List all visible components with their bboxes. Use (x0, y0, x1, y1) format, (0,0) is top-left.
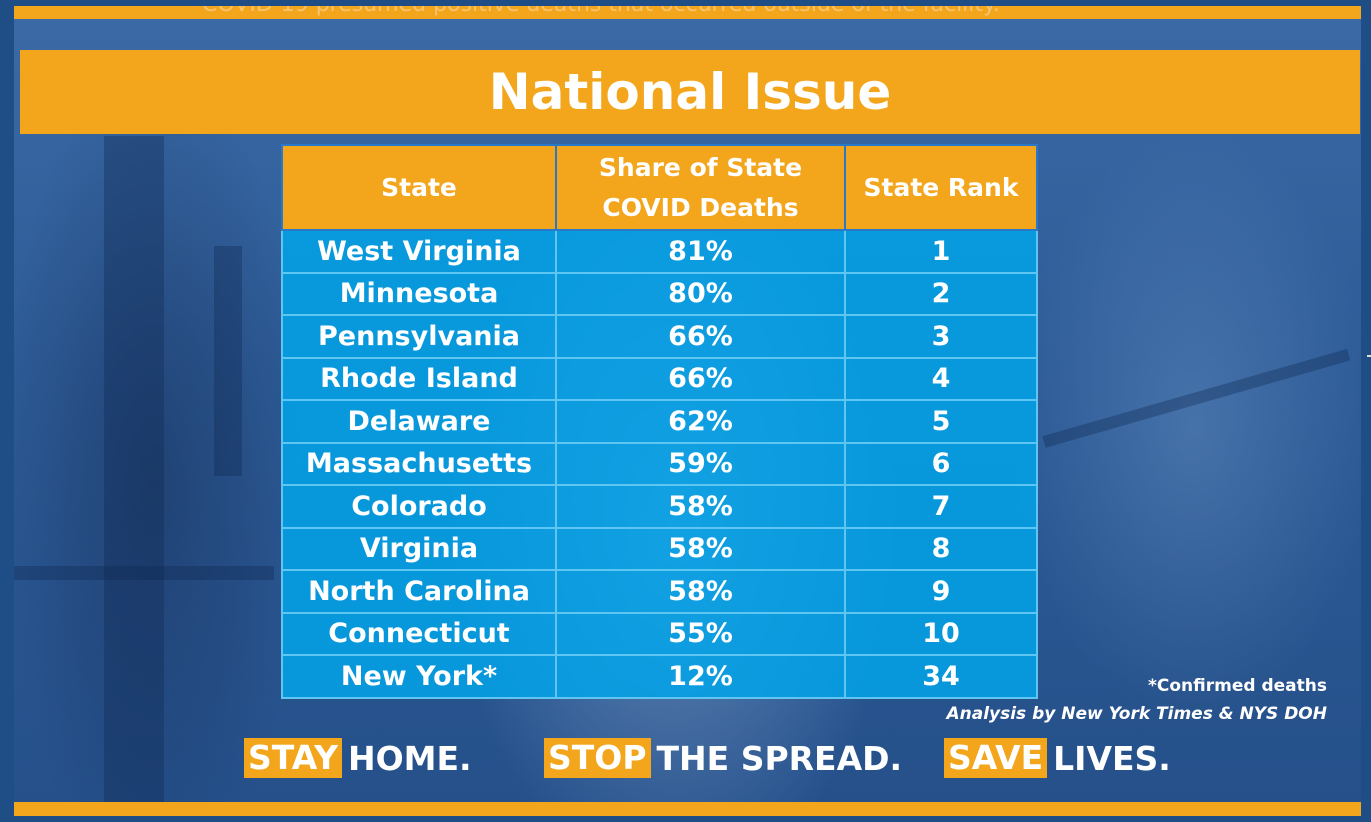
cell-state: Pennsylvania (281, 314, 557, 359)
cell-state: Massachusetts (281, 441, 557, 486)
slogan-highlight: STOP (544, 738, 651, 778)
data-table: State Share of State COVID Deaths State … (281, 144, 1038, 699)
slogan-text: THE SPREAD. (656, 738, 903, 778)
footnotes: *Confirmed deaths Analysis by New York T… (946, 676, 1327, 724)
cell-share: 58% (555, 484, 846, 529)
cell-rank: 2 (844, 271, 1038, 316)
cell-rank: 6 (844, 441, 1038, 486)
table-row: Minnesota 80% 2 (281, 271, 1038, 316)
slogan-stop-spread: STOP THE SPREAD. (544, 738, 902, 778)
cell-share: 12% (555, 654, 846, 699)
cell-share: 58% (555, 569, 846, 614)
cell-rank: 3 (844, 314, 1038, 359)
table-row: Delaware 62% 5 (281, 399, 1038, 444)
cell-rank: 7 (844, 484, 1038, 529)
cell-rank: 9 (844, 569, 1038, 614)
title-bar: National Issue (20, 50, 1360, 134)
table-row: Virginia 58% 8 (281, 526, 1038, 571)
cell-state: Colorado (281, 484, 557, 529)
cell-share: 59% (555, 441, 846, 486)
source-note: Analysis by New York Times & NYS DOH (946, 704, 1327, 724)
door-frame-shadow (214, 246, 242, 476)
table-row: West Virginia 81% 1 (281, 229, 1038, 274)
edge-marker (1367, 355, 1371, 357)
cell-share: 62% (555, 399, 846, 444)
handrail-left (14, 566, 274, 580)
slogan-stay-home: STAY HOME. (244, 738, 472, 778)
cell-rank: 10 (844, 611, 1038, 656)
cell-rank: 8 (844, 526, 1038, 571)
slogan-text: HOME. (348, 738, 472, 778)
slogan-save-lives: SAVE LIVES. (944, 738, 1171, 778)
cell-share: 81% (555, 229, 846, 274)
table-row: Colorado 58% 7 (281, 484, 1038, 529)
cell-rank: 1 (844, 229, 1038, 274)
table-row: Massachusetts 59% 6 (281, 441, 1038, 486)
top-accent-strip (14, 6, 1361, 19)
footnote-confirmed: *Confirmed deaths (1148, 676, 1327, 696)
cell-share: 66% (555, 356, 846, 401)
table-row: Rhode Island 66% 4 (281, 356, 1038, 401)
header-rank: State Rank (844, 144, 1038, 231)
hallway-wall-shadow (104, 136, 164, 816)
table-header-row: State Share of State COVID Deaths State … (281, 144, 1038, 231)
header-share: Share of State COVID Deaths (555, 144, 846, 231)
table-body: West Virginia 81% 1 Minnesota 80% 2 Pennsylvan… (281, 229, 1038, 699)
header-state: State (281, 144, 557, 231)
faded-caption: COVID-19 presumed positive deaths that o… (202, 6, 1202, 16)
cell-share: 58% (555, 526, 846, 571)
cell-state: Connecticut (281, 611, 557, 656)
slogan: STAY HOME. STOP THE SPREAD. SAVE LIVES. (244, 738, 1344, 778)
cell-state: Virginia (281, 526, 557, 571)
data-table-container: State Share of State COVID Deaths State … (281, 144, 1038, 699)
cell-state: North Carolina (281, 569, 557, 614)
cell-state: Rhode Island (281, 356, 557, 401)
bottom-accent-strip (14, 802, 1361, 816)
cell-rank: 34 (844, 654, 1038, 699)
slogan-text: LIVES. (1053, 738, 1171, 778)
slogan-highlight: STAY (244, 738, 342, 778)
table-row: New York* 12% 34 (281, 654, 1038, 699)
handrail-right (1042, 348, 1351, 448)
cell-share: 55% (555, 611, 846, 656)
cell-rank: 4 (844, 356, 1038, 401)
cell-state: Minnesota (281, 271, 557, 316)
cell-share: 80% (555, 271, 846, 316)
cell-state: New York* (281, 654, 557, 699)
page-title: National Issue (488, 63, 892, 121)
cell-state: West Virginia (281, 229, 557, 274)
table-row: Pennsylvania 66% 3 (281, 314, 1038, 359)
slide: COVID-19 presumed positive deaths that o… (14, 6, 1361, 816)
cell-share: 66% (555, 314, 846, 359)
cell-rank: 5 (844, 399, 1038, 444)
slogan-highlight: SAVE (944, 738, 1048, 778)
table-row: Connecticut 55% 10 (281, 611, 1038, 656)
table-row: North Carolina 58% 9 (281, 569, 1038, 614)
cell-state: Delaware (281, 399, 557, 444)
